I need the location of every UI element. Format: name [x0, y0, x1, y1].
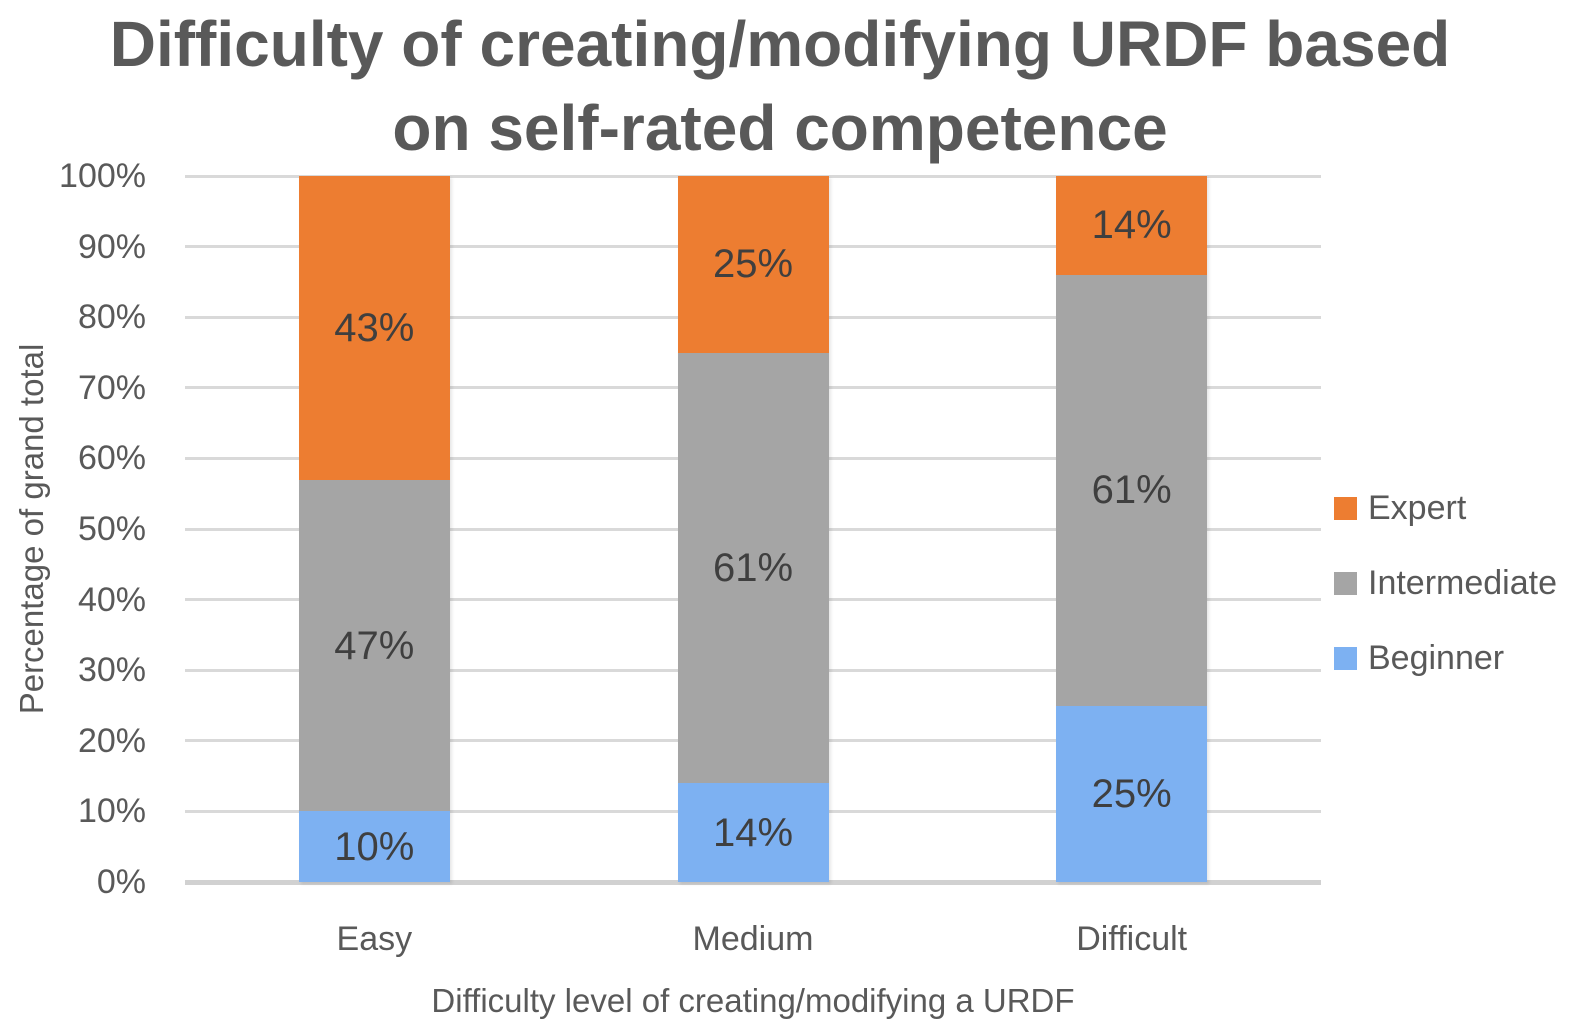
y-tick-label: 50%	[77, 510, 146, 548]
data-label: 61%	[712, 545, 794, 590]
segment-expert-easy: 43%	[298, 176, 450, 480]
bar-slot-medium: 14% 61% 25%	[564, 176, 943, 882]
legend-swatch-beginner-icon	[1334, 647, 1357, 670]
category-axis: Easy Medium Difficult	[185, 920, 1321, 959]
legend-item-beginner: Beginner	[1334, 621, 1588, 696]
x-axis-title: Difficulty level of creating/modifying a…	[431, 982, 1075, 1019]
data-label: 25%	[1091, 771, 1172, 816]
bar-difficult: 25% 61% 14%	[1056, 176, 1208, 882]
y-tick-label: 10%	[77, 792, 146, 831]
data-label: 43%	[334, 305, 415, 350]
category-label-medium: Medium	[692, 920, 814, 958]
legend-label: Intermediate	[1368, 564, 1557, 602]
segment-expert-medium: 25%	[677, 176, 829, 353]
y-tick-label: 60%	[77, 439, 146, 478]
legend: Expert Intermediate Beginner	[1334, 471, 1588, 696]
category-label-difficult: Difficult	[1076, 920, 1188, 958]
bar-slot-easy: 10% 47% 43%	[185, 176, 564, 882]
bars-layer: 10% 47% 43% 14% 61% 25% 25% 61% 14%	[185, 176, 1321, 882]
data-label: 14%	[712, 810, 794, 855]
segment-beginner-medium: 14%	[677, 783, 829, 882]
x-axis-line	[185, 880, 1321, 885]
segment-beginner-difficult: 25%	[1056, 705, 1208, 882]
segment-expert-difficult: 14%	[1056, 176, 1208, 275]
y-tick-label: 0%	[96, 863, 146, 901]
legend-swatch-intermediate-icon	[1334, 572, 1357, 595]
chart-title: Difficulty of creating/modifying URDF ba…	[0, 2, 1560, 170]
y-tick-label: 70%	[77, 368, 146, 407]
y-tick-label: 20%	[77, 721, 146, 760]
data-label: 61%	[1091, 468, 1172, 513]
legend-label: Expert	[1368, 489, 1467, 527]
chart-title-line-2: on self-rated competence	[392, 92, 1168, 164]
chart-title-line-1: Difficulty of creating/modifying URDF ba…	[109, 8, 1451, 80]
y-tick-label: 90%	[77, 227, 146, 266]
data-label: 47%	[334, 623, 415, 668]
y-tick-label: 30%	[77, 651, 146, 690]
y-tick-label: 100%	[59, 157, 146, 195]
data-label: 14%	[1091, 203, 1172, 248]
segment-intermediate-easy: 47%	[298, 479, 450, 812]
bar-medium: 14% 61% 25%	[677, 176, 829, 882]
bar-easy: 10% 47% 43%	[298, 176, 450, 882]
category-label-easy: Easy	[336, 920, 413, 958]
legend-item-expert: Expert	[1334, 471, 1588, 546]
bar-slot-difficult: 25% 61% 14%	[942, 176, 1321, 882]
legend-label: Beginner	[1368, 639, 1505, 677]
legend-swatch-expert-icon	[1334, 497, 1357, 520]
segment-beginner-easy: 10%	[298, 811, 450, 882]
y-tick-label: 80%	[77, 298, 146, 337]
data-label: 10%	[334, 824, 415, 869]
y-tick-label: 40%	[77, 580, 146, 619]
gridline-100%	[185, 174, 1321, 178]
data-label: 25%	[712, 242, 794, 287]
segment-intermediate-difficult: 61%	[1056, 274, 1208, 706]
segment-intermediate-medium: 61%	[677, 352, 829, 784]
legend-item-intermediate: Intermediate	[1334, 546, 1588, 621]
